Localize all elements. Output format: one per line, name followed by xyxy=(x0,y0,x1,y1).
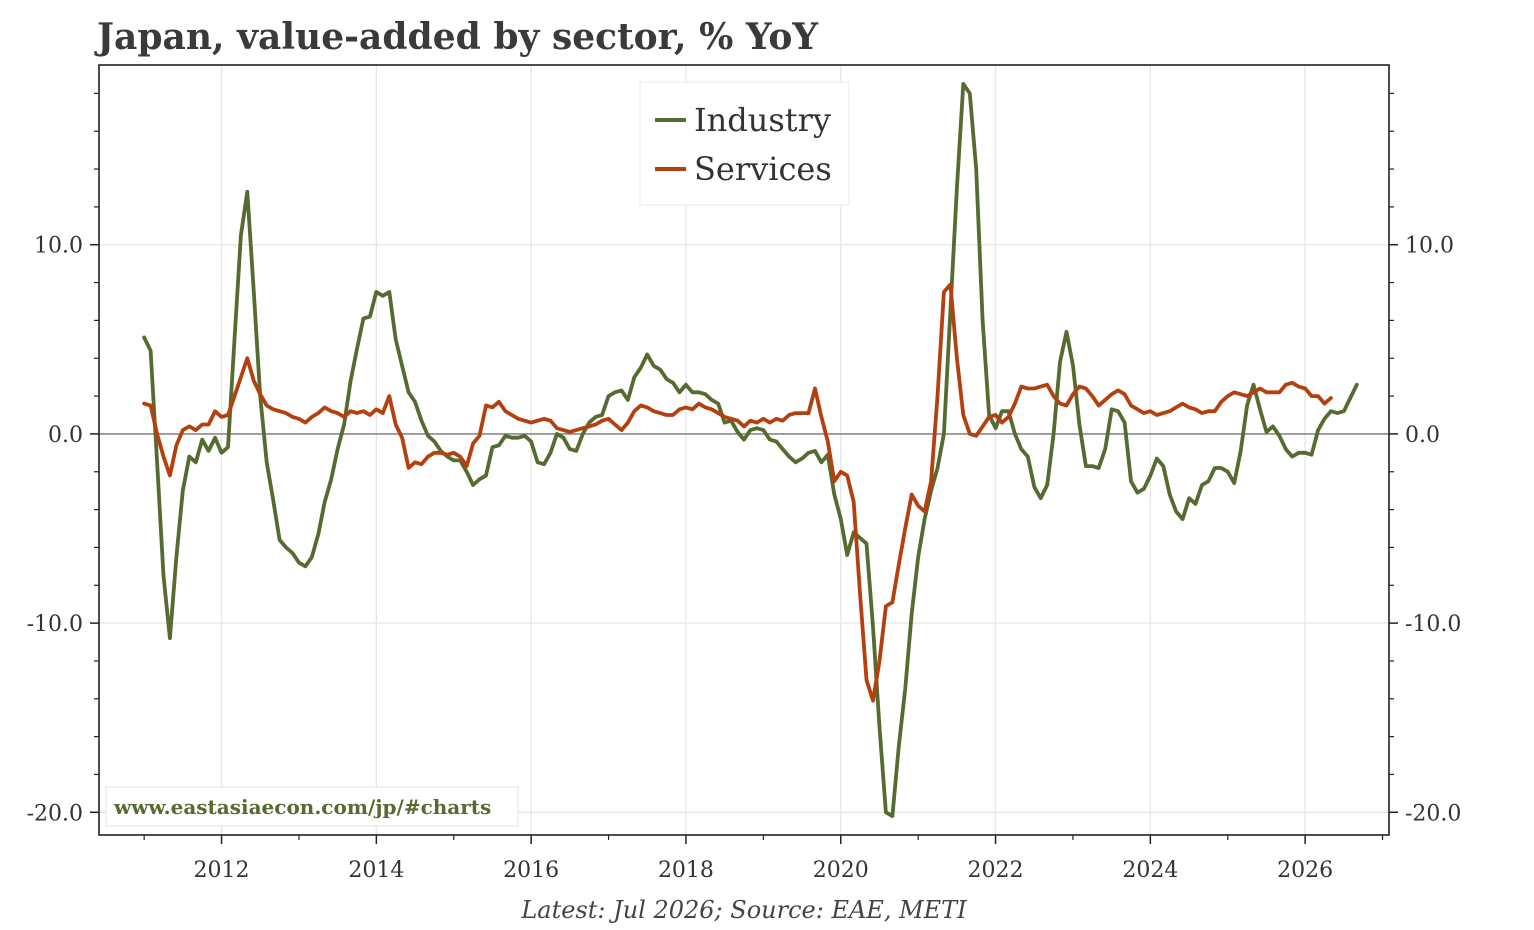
y-right-tick-label: -10.0 xyxy=(1405,612,1461,637)
x-tick-label: 2016 xyxy=(503,858,559,883)
y-left-tick-label: -20.0 xyxy=(27,801,83,826)
watermark-box: www.eastasiaecon.com/jp/#charts xyxy=(105,786,519,827)
y-left-tick-label: 10.0 xyxy=(34,234,83,259)
y-axis-left-labels: 10.0 0.0 -10.0 -20.0 xyxy=(27,234,83,827)
y-axis-right-labels: 10.0 0.0 -10.0 -20.0 xyxy=(1405,234,1461,827)
series-line-industry xyxy=(142,82,1359,818)
legend: Industry Services xyxy=(639,81,850,206)
x-tick-label: 2012 xyxy=(194,858,250,883)
y-right-tick-label: -20.0 xyxy=(1405,801,1461,826)
plot-frame xyxy=(98,64,1390,836)
watermark: www.eastasiaecon.com/jp/#charts xyxy=(113,795,491,819)
axis-ticks xyxy=(90,92,1398,844)
x-tick-label: 2026 xyxy=(1277,858,1333,883)
x-tick-label: 2022 xyxy=(968,858,1024,883)
x-tick-label: 2024 xyxy=(1122,858,1178,883)
footer-source: Latest: Jul 2026; Source: EAE, METI xyxy=(520,896,967,924)
y-right-tick-label: 0.0 xyxy=(1405,423,1440,448)
series-line-services xyxy=(142,282,1333,703)
x-tick-label: 2014 xyxy=(348,858,404,883)
legend-label-services: Services xyxy=(694,150,832,188)
series-lines xyxy=(142,82,1359,818)
x-tick-label: 2020 xyxy=(813,858,869,883)
x-tick-label: 2018 xyxy=(658,858,714,883)
legend-box xyxy=(639,81,850,206)
legend-label-industry: Industry xyxy=(694,101,831,139)
chart-title: Japan, value-added by sector, % YoY xyxy=(94,16,819,58)
y-left-tick-label: -10.0 xyxy=(27,612,83,637)
x-axis-labels: 2012 2014 2016 2018 2020 2022 2024 2026 xyxy=(194,858,1334,883)
y-right-tick-label: 10.0 xyxy=(1405,234,1454,259)
y-left-tick-label: 0.0 xyxy=(48,423,83,448)
